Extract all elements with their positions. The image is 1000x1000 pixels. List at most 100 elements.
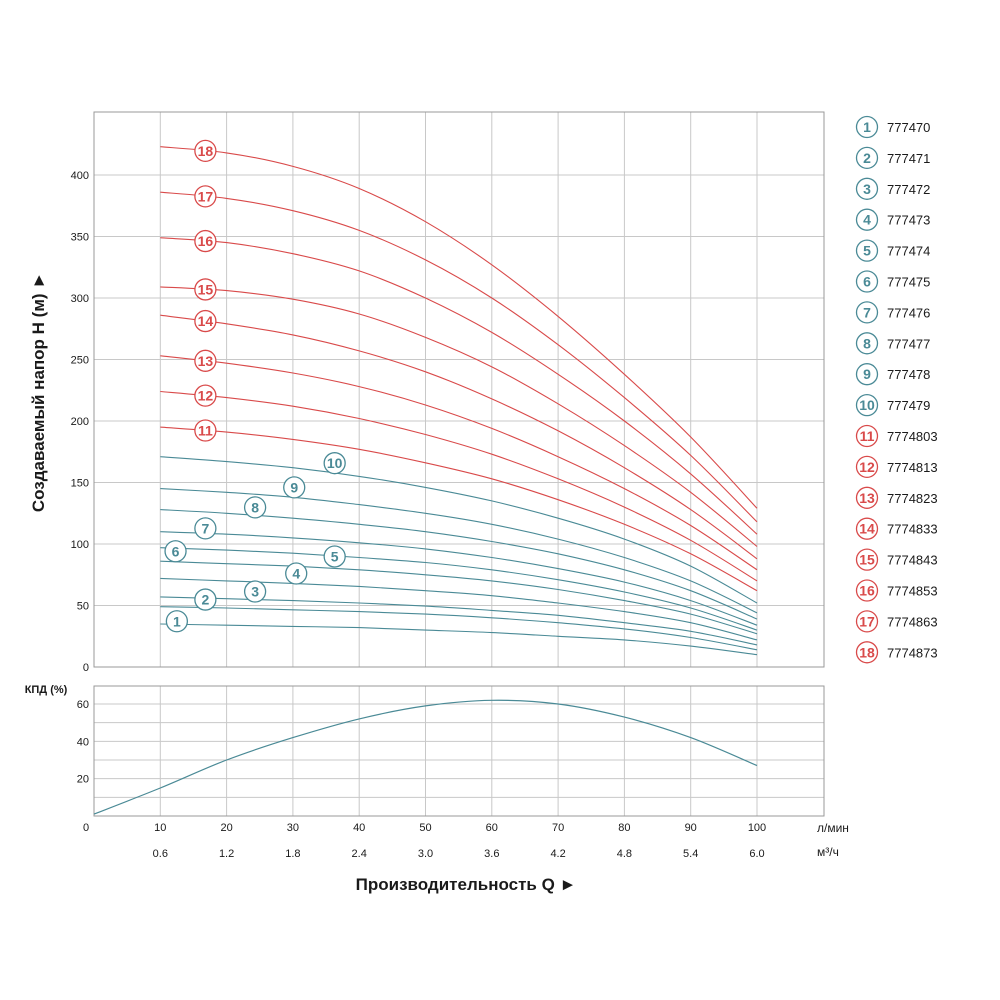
legend-item-17: 17 7774863 [855,610,938,633]
legend-label: 777470 [887,120,930,135]
curve-marker-circle [164,540,187,563]
curve-marker-circle [194,349,217,372]
curve-marker-circle [165,610,189,633]
curve-marker-label: 8 [251,499,259,515]
legend-marker-circle [855,424,879,448]
curve-marker-13: 13 [194,349,217,372]
head-curve-10 [160,456,758,604]
curve-marker-16: 16 [194,229,217,253]
x-tick-label-primary: 90 [685,822,697,834]
y-tick-label-efficiency: 20 [77,774,89,786]
legend-label: 777476 [887,305,930,320]
x-tick-label-primary: 30 [287,822,299,834]
curve-marker-circle [194,588,217,611]
legend-item-13: 13 7774823 [855,486,938,509]
curve-marker-circle [194,185,217,208]
legend-label: 7774863 [887,614,938,629]
curve-marker-12: 12 [194,384,217,407]
legend-marker-number: 17 [859,613,875,629]
curve-marker-circle [323,452,346,475]
x-axis-title: Производительность Q ► [356,875,577,894]
curve-marker-6: 6 [164,540,187,563]
legend-marker-number: 13 [859,490,875,506]
legend-item-18: 18 7774873 [855,641,938,664]
legend-marker-number: 9 [863,366,871,382]
legend-marker-number: 12 [859,459,875,475]
curve-marker-circle [194,278,217,301]
curve-marker-9: 9 [283,476,306,499]
curve-marker-label: 18 [198,143,214,159]
x-tick-label-secondary: 3.0 [418,848,433,860]
curve-marker-1: 1 [165,610,189,633]
grid-layer [94,112,824,816]
x-tick-label-primary: 100 [748,822,766,834]
x-tick-label-primary: 10 [154,822,166,834]
y-tick-label: 300 [71,293,89,305]
legend-marker-circle [855,455,879,479]
head-curve-13 [160,355,758,571]
x-tick-label-secondary: 5.4 [683,848,698,860]
legend-item-10: 10 777479 [855,393,930,417]
legend-marker-circle [855,239,879,262]
curve-marker-label: 15 [198,281,214,297]
curve-marker-circle [194,517,217,540]
legend-marker-number: 15 [859,552,875,568]
legend-marker-circle [855,393,879,417]
curve-marker-8: 8 [243,496,267,519]
legend-item-4: 4 777473 [855,208,930,231]
legend-marker-number: 7 [863,304,871,320]
legend-marker-number: 18 [859,644,875,660]
x-tick-label-primary: 70 [552,822,564,834]
head-curve-9 [160,488,758,614]
curve-marker-label: 10 [327,455,343,471]
legend-label: 7774803 [887,429,938,444]
legend-marker-number: 3 [863,181,871,197]
y-tick-label: 350 [71,232,89,244]
curve-marker-15: 15 [194,278,217,301]
head-curve-15 [160,286,758,547]
x-tick-label-secondary: 3.6 [484,848,499,860]
head-curve-17 [160,191,758,523]
x-tick-label-primary: 40 [353,822,365,834]
legend-item-11: 11 7774803 [855,424,938,448]
curve-marker-label: 12 [198,388,214,404]
legend-item-6: 6 777475 [855,270,930,293]
legend-label: 7774833 [887,522,938,537]
curve-marker-circle [194,419,217,442]
head-curve-5 [160,560,758,635]
y-tick-label: 250 [71,355,89,367]
curve-marker-circle [243,496,267,519]
head-curve-16 [160,237,758,535]
legend-label: 777477 [887,336,930,351]
legend-marker-circle [855,641,879,664]
y-tick-label-efficiency: 60 [77,699,89,711]
curve-marker-label: 16 [198,233,214,249]
curve-marker-circle [243,580,267,603]
curve-marker-3: 3 [243,580,267,603]
curve-marker-circle [194,384,217,407]
legend-label: 777472 [887,182,930,197]
curve-marker-label: 5 [331,548,339,564]
x-tick-label-secondary: 4.8 [617,848,632,860]
curve-marker-label: 13 [198,353,214,369]
legend: 1 777470 2 777471 3 777472 4 777473 5 777474 6 7774… [855,115,938,664]
curve-marker-circle [283,476,306,499]
legend-label: 7774823 [887,491,938,506]
y-tick-label: 200 [71,416,89,428]
head-curve-6 [160,547,758,631]
legend-marker-number: 16 [859,583,875,599]
curve-marker-label: 11 [198,422,213,438]
head-curve-3 [160,596,758,646]
legend-marker-number: 14 [859,521,875,537]
x-tick-label-secondary: 0.6 [153,848,168,860]
curve-marker-17: 17 [194,185,217,208]
legend-marker-number: 10 [859,397,875,413]
x-tick-label-primary: 0 [83,822,89,834]
curve-marker-18: 18 [194,139,217,163]
legend-marker-circle [855,115,879,139]
legend-marker-circle [855,363,879,386]
legend-label: 777474 [887,244,930,259]
curve-marker-label: 3 [251,584,259,600]
x-tick-label-primary: 60 [486,822,498,834]
